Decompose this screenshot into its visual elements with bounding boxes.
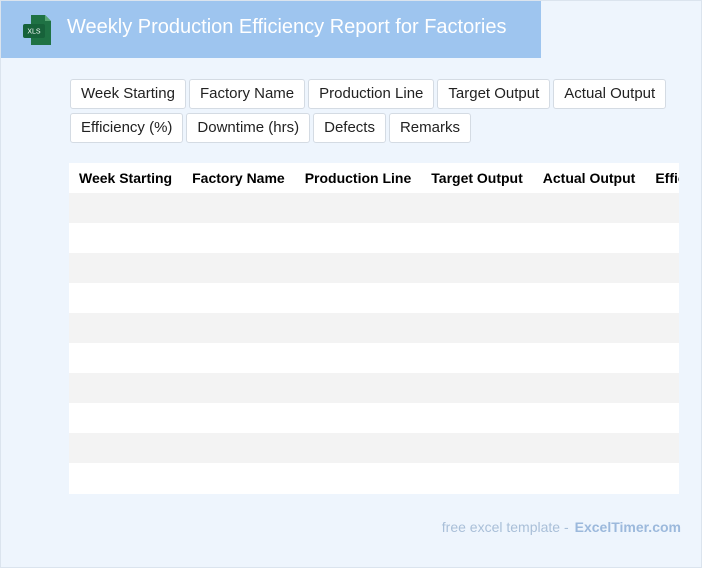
column-header: Week Starting <box>79 170 173 186</box>
field-tag: Remarks <box>388 113 471 143</box>
table-cell <box>69 463 679 493</box>
table-row <box>69 313 679 343</box>
table-cell <box>69 193 679 223</box>
column-header: Efficiency (%) <box>655 170 679 186</box>
table-cell <box>69 283 679 313</box>
table-container: Week Starting Factory Name Production Line… <box>69 163 679 494</box>
table-cell <box>69 433 679 463</box>
field-tag: Efficiency (%) <box>70 113 184 143</box>
column-header: Factory Name <box>192 170 285 186</box>
data-table: Week Starting Factory Name Production Line… <box>69 163 679 493</box>
header-row: Week Starting Factory Name Production Line… <box>69 163 679 193</box>
icon-label: XLS <box>27 28 41 35</box>
title: Weekly Production Efficiency Report for … <box>67 16 507 38</box>
column-header: Actual Output <box>542 170 636 186</box>
table-row <box>69 433 679 463</box>
field-tag: Actual Output <box>553 79 667 109</box>
field-tag: Defects <box>313 113 386 143</box>
table-row <box>69 223 679 253</box>
footer: free excel template - ExcelTimer.com <box>442 519 681 535</box>
table-row <box>69 403 679 433</box>
field-tag: Target Output <box>437 79 551 109</box>
table-row <box>69 283 679 313</box>
table-cell <box>69 223 679 253</box>
table-cell <box>69 313 679 343</box>
table-row <box>69 193 679 223</box>
xls-icon: XLS <box>23 15 51 45</box>
table-cell <box>69 253 679 283</box>
table-row <box>69 463 679 493</box>
footer-text: free excel template - <box>441 519 569 535</box>
column-header: Production Line <box>304 170 412 186</box>
table-cell <box>69 373 679 403</box>
table-body <box>69 193 679 493</box>
field-tag: Week Starting <box>70 79 186 109</box>
footer-brand[interactable]: ExcelTimer.com <box>574 519 681 535</box>
field-tag: Factory Name <box>188 79 306 109</box>
field-tag: Downtime (hrs) <box>186 113 311 143</box>
header-bar: XLS Weekly Production Efficiency Report … <box>1 1 541 58</box>
column-header: Target Output <box>431 170 523 186</box>
table-row <box>69 253 679 283</box>
field-tags: Week Starting Factory Name Production Line… <box>70 79 670 143</box>
table-row <box>69 343 679 373</box>
table-cell <box>69 403 679 433</box>
table-row <box>69 373 679 403</box>
table-cell <box>69 343 679 373</box>
field-tag: Production Line <box>308 79 435 109</box>
